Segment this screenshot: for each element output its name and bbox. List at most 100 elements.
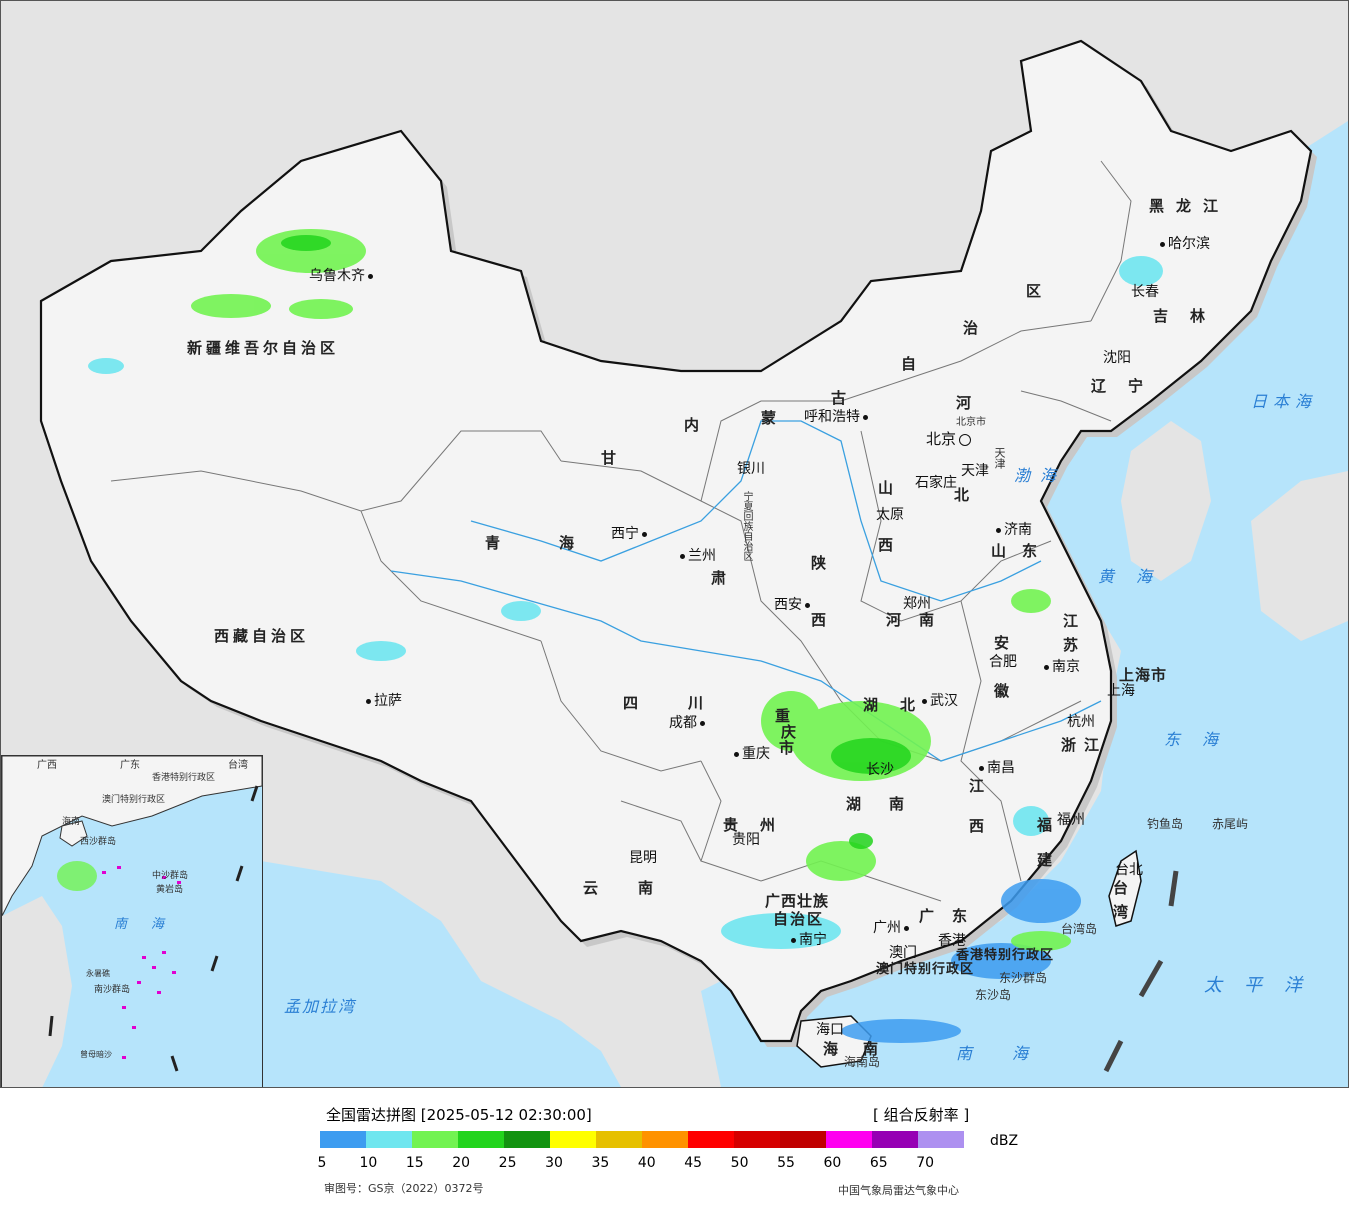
province-label-neimenggu: 蒙 xyxy=(761,409,781,427)
city-label-lanzhou: 兰州 xyxy=(677,549,716,563)
echo-5dbz xyxy=(841,1019,961,1043)
province-label-jiangxi: 江 xyxy=(969,777,989,795)
scale-swatch xyxy=(780,1131,826,1148)
city-dot xyxy=(1160,241,1165,247)
inset-boundary xyxy=(48,785,259,1072)
city-dot xyxy=(979,765,984,771)
scale-swatch xyxy=(734,1131,780,1148)
echo-15dbz xyxy=(289,299,353,319)
province-label-gansu: 甘 xyxy=(601,449,621,467)
city-label-kunming: 昆明 xyxy=(629,851,657,865)
city-name: 呼和浩特 xyxy=(804,409,860,425)
korea-land xyxy=(1121,421,1211,581)
echo-10dbz xyxy=(1119,256,1163,286)
city-label-lhasa: 拉萨 xyxy=(363,694,402,708)
sea-label-donghai: 东海 xyxy=(1164,730,1241,749)
bengal-sea-area xyxy=(261,861,621,1087)
city-label-hongkong: 香港 xyxy=(938,934,966,948)
echo-20dbz xyxy=(831,738,911,774)
city-label-harbin: 哈尔滨 xyxy=(1157,237,1210,251)
city-label-zhengzhou: 郑州 xyxy=(903,597,931,611)
province-label-beijing: 北京市 xyxy=(956,417,986,428)
city-label-xian: 西安 xyxy=(774,598,813,612)
map-canvas xyxy=(39,39,1348,1087)
scale-tick-label: 65 xyxy=(869,1155,888,1171)
inset-label-huangyan: 黄岩岛 xyxy=(156,885,184,895)
province-label-hunan: 南 xyxy=(889,795,909,813)
province-label-neimenggu: 自 xyxy=(901,355,921,373)
inset-islands xyxy=(102,866,181,1059)
city-dot xyxy=(904,925,909,931)
city-name: 澳门 xyxy=(889,945,917,961)
city-name: 沈阳 xyxy=(1103,350,1131,366)
japan-land xyxy=(1251,471,1348,641)
scale-swatch xyxy=(688,1131,734,1148)
scale-tick-label: 50 xyxy=(730,1155,749,1171)
city-label-yinchuan: 银川 xyxy=(737,462,765,476)
scale-tick-label: 30 xyxy=(545,1155,563,1171)
province-label-shanxi: 西 xyxy=(878,536,898,554)
city-label-hefei: 合肥 xyxy=(989,655,1017,669)
sea-label-bengal: 孟加拉湾 xyxy=(284,997,357,1016)
province-label-qinghai: 青 xyxy=(485,534,505,552)
province-label-shaanxi: 陕 xyxy=(811,554,831,572)
province-label-sichuan: 四川 xyxy=(623,694,754,712)
province-label-xinjiang: 新疆维吾尔自治区 xyxy=(187,339,340,357)
city-dot xyxy=(805,602,810,608)
inset-label-macau: 澳门特别行政区 xyxy=(102,795,166,805)
sea-label-nanhai: 南海 xyxy=(956,1044,1069,1063)
city-name: 乌鲁木齐 xyxy=(309,268,365,284)
scale-tick-label: 70 xyxy=(916,1155,935,1171)
inset-label-hk: 香港特别行政区 xyxy=(152,773,216,783)
province-label-shanghai: 上海市 xyxy=(1119,666,1168,684)
city-name: 武汉 xyxy=(930,693,958,709)
radar-echoes xyxy=(88,229,1163,1043)
maritime-boundary xyxy=(1103,870,1179,1073)
scale-swatch xyxy=(642,1131,688,1148)
scale-swatch xyxy=(918,1131,964,1148)
scale-tick-label: 10 xyxy=(359,1155,378,1171)
province-label-xizang: 西藏自治区 xyxy=(214,627,310,645)
province-label-neimenggu: 内 xyxy=(684,416,704,434)
province-label-hebei: 北 xyxy=(954,486,974,504)
province-label-taiwan: 湾 xyxy=(1113,903,1133,921)
city-name: 长沙 xyxy=(866,762,894,778)
province-label-anhui: 徽 xyxy=(994,682,1014,700)
scale-ticks: 5 10 15 20 25 30 35 40 45 50 55 60 65 70 xyxy=(0,1155,1349,1171)
sea-label-bohai: 渤海 xyxy=(1014,466,1067,485)
city-name: 重庆 xyxy=(742,746,770,762)
inset-label-nanhai: 南海 xyxy=(114,917,189,932)
inset-canvas xyxy=(2,756,262,1087)
province-label-hainan: 海 xyxy=(823,1040,843,1058)
echo-10dbz xyxy=(88,358,124,374)
legend-product: [ 组合反射率 ] xyxy=(873,1106,970,1124)
inset-label-xisha: 西沙群岛 xyxy=(80,837,117,847)
province-label-zhejiang: 浙江 xyxy=(1061,736,1108,754)
inset-label-nansha: 南沙群岛 xyxy=(94,985,131,995)
province-label-hainan: 南 xyxy=(863,1040,883,1058)
scale-tick-label: 15 xyxy=(405,1155,424,1171)
city-dot xyxy=(996,527,1001,533)
echo-10dbz xyxy=(501,601,541,621)
scale-swatch xyxy=(366,1131,412,1148)
city-dot xyxy=(1044,664,1049,670)
city-dot xyxy=(366,698,371,704)
taiwan-land xyxy=(1108,849,1142,927)
sea-label-huanghai: 黄海 xyxy=(1098,567,1175,586)
province-label-neimenggu: 区 xyxy=(1026,282,1046,300)
city-dot xyxy=(700,720,705,726)
city-label-jinan: 济南 xyxy=(993,523,1032,537)
echo-10dbz xyxy=(721,913,841,949)
province-label-jiangsu: 江 xyxy=(1063,612,1083,630)
city-label-changsha: 长沙 xyxy=(866,763,894,777)
legend-title: 全国雷达拼图 [2025-05-12 02:30:00] xyxy=(326,1106,592,1124)
city-name: 上海 xyxy=(1107,683,1135,699)
province-label-heilongjiang: 黑龙江 xyxy=(1149,197,1231,215)
city-dot xyxy=(922,698,927,704)
city-label-nanning: 南宁 xyxy=(788,933,827,947)
city-name: 贵阳 xyxy=(732,832,760,848)
color-scale xyxy=(320,1131,964,1148)
island-label-hainan: 海南岛 xyxy=(844,1055,881,1069)
city-name: 合肥 xyxy=(989,654,1017,670)
scale-tick-label: 20 xyxy=(452,1155,471,1171)
